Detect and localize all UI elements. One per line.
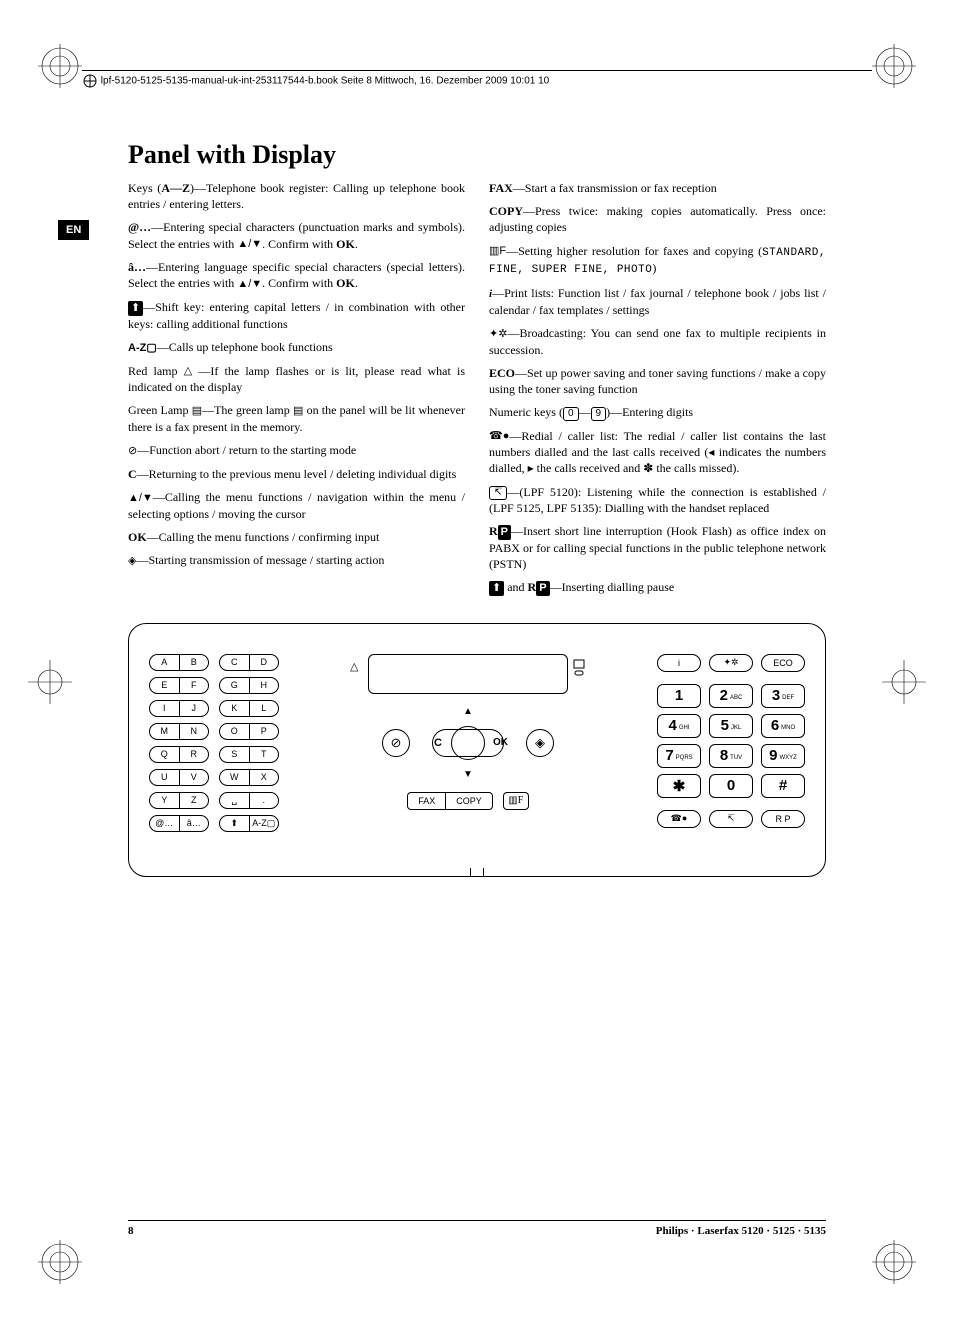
crosshair-mark-icon bbox=[882, 660, 926, 704]
desc-red-lamp: Red lamp △ —If the lamp flashes or is li… bbox=[128, 363, 465, 396]
letter-key: KL bbox=[219, 700, 279, 717]
header-meta: lpf-5120-5125-5135-manual-uk-int-2531175… bbox=[82, 70, 872, 89]
page-title: Panel with Display bbox=[128, 140, 826, 170]
letter-key: WX bbox=[219, 769, 279, 786]
fax-lamp-icon bbox=[572, 658, 586, 683]
header-text: lpf-5120-5125-5135-manual-uk-int-2531175… bbox=[101, 76, 549, 87]
numpad-key: # bbox=[761, 774, 805, 798]
language-tab: EN bbox=[58, 220, 89, 240]
right-column: FAX—Start a fax transmission or fax rece… bbox=[489, 180, 826, 603]
desc-resolution: ▥F—Setting higher resolution for faxes a… bbox=[489, 243, 826, 279]
desc-green-lamp: Green Lamp ▤—The green lamp ▤ on the pan… bbox=[128, 402, 465, 435]
left-column: Keys (A—Z)—Telephone book register: Call… bbox=[128, 180, 465, 603]
nav-up-icon: ▲ bbox=[463, 706, 473, 717]
letter-key: AB bbox=[149, 654, 209, 671]
page-footer: 8 Philips · Laserfax 5120 · 5125 · 5135 bbox=[128, 1220, 826, 1237]
page-number: 8 bbox=[128, 1225, 134, 1237]
numpad-key: 5JKL bbox=[709, 714, 753, 738]
lcd-display bbox=[368, 654, 568, 694]
registration-mark-icon bbox=[38, 1240, 82, 1284]
center-panel: △ ⊘ ▲ C OK ▼ ◈ FAX bbox=[297, 654, 639, 832]
nav-c-label: C bbox=[434, 737, 442, 749]
desc-broadcast: ✦✲—Broadcasting: You can send one fax to… bbox=[489, 325, 826, 358]
numpad-key: 8TUV bbox=[709, 744, 753, 768]
nav-down-icon: ▼ bbox=[463, 769, 473, 780]
letter-key: ST bbox=[219, 746, 279, 763]
start-button: ◈ bbox=[526, 729, 554, 757]
numpad-key: 3DEF bbox=[761, 684, 805, 708]
numpad-key: ✱ bbox=[657, 774, 701, 798]
function-pill: i bbox=[657, 654, 701, 672]
footer-brand: Philips · Laserfax 5120 · 5125 · 5135 bbox=[656, 1225, 826, 1237]
control-panel-diagram: AB CD EF GH IJ KL MN OP QR ST UV WX YZ ␣. @…â… ⬆A-Z▢ △ … bbox=[128, 623, 826, 877]
fax-label: FAX bbox=[408, 793, 446, 809]
numpad-key: 1 bbox=[657, 684, 701, 708]
desc-c-key: C—Returning to the previous menu level /… bbox=[128, 466, 465, 482]
desc-pause: ⬆ and RP—Inserting dialling pause bbox=[489, 579, 826, 596]
numpad-key: 0 bbox=[709, 774, 753, 798]
desc-copy: COPY—Press twice: making copies automati… bbox=[489, 203, 826, 235]
registration-mark-icon bbox=[872, 1240, 916, 1284]
letter-key: QR bbox=[149, 746, 209, 763]
nav-ok-label: OK bbox=[493, 737, 508, 748]
letter-key: EF bbox=[149, 677, 209, 694]
copy-label: COPY bbox=[446, 793, 492, 809]
letter-key: UV bbox=[149, 769, 209, 786]
letter-key: OP bbox=[219, 723, 279, 740]
nav-cluster: ▲ C OK ▼ bbox=[428, 708, 508, 778]
resolution-button: ▥F bbox=[503, 792, 529, 810]
numpad-key: 2ABC bbox=[709, 684, 753, 708]
function-pill: ✦✲ bbox=[709, 654, 753, 672]
numeric-keypad: i ✦✲ ECO 1 2ABC 3DEF 4GHI 5JKL 6MNO 7PQRS 8TUV 9WX… bbox=[657, 654, 805, 832]
function-pill: ☎● bbox=[657, 810, 701, 828]
numpad-key: 6MNO bbox=[761, 714, 805, 738]
desc-start: ◈—Starting transmission of message / sta… bbox=[128, 552, 465, 569]
letter-key: ⬆A-Z▢ bbox=[219, 815, 279, 832]
desc-phonebook: A-Z▢—Calls up telephone book functions bbox=[128, 339, 465, 356]
letter-key-grid: AB CD EF GH IJ KL MN OP QR ST UV WX YZ ␣. @…â… ⬆A-Z▢ bbox=[149, 654, 279, 832]
desc-info: i—Print lists: Function list / fax journ… bbox=[489, 285, 826, 318]
desc-keys-az: Keys (A—Z)—Telephone book register: Call… bbox=[128, 180, 465, 212]
numpad-key: 4GHI bbox=[657, 714, 701, 738]
crosshair-mark-icon bbox=[28, 660, 72, 704]
desc-a-circumflex: â…—Entering language specific special ch… bbox=[128, 259, 465, 292]
desc-shift: ⬆—Shift key: entering capital letters / … bbox=[128, 299, 465, 332]
desc-numeric: Numeric keys (0—9)—Entering digits bbox=[489, 404, 826, 420]
letter-key: YZ bbox=[149, 792, 209, 809]
registration-mark-icon bbox=[872, 44, 916, 88]
fax-copy-button: FAX COPY bbox=[407, 792, 493, 810]
function-pill: ECO bbox=[761, 654, 805, 672]
numpad-key: 7PQRS bbox=[657, 744, 701, 768]
registration-mark-icon bbox=[38, 44, 82, 88]
desc-eco: ECO—Set up power saving and toner saving… bbox=[489, 365, 826, 397]
desc-fax: FAX—Start a fax transmission or fax rece… bbox=[489, 180, 826, 196]
desc-rp: RP—Insert short line interruption (Hook … bbox=[489, 523, 826, 572]
desc-abort: ⊘—Function abort / return to the startin… bbox=[128, 442, 465, 459]
warning-lamp-icon: △ bbox=[350, 660, 358, 673]
desc-arrows: ▲/▼—Calling the menu functions / navigat… bbox=[128, 489, 465, 522]
function-pill: ↸ bbox=[709, 810, 753, 828]
stop-button: ⊘ bbox=[382, 729, 410, 757]
letter-key: GH bbox=[219, 677, 279, 694]
desc-at-symbol: @…—Entering special characters (punctuat… bbox=[128, 219, 465, 252]
letter-key: CD bbox=[219, 654, 279, 671]
letter-key: @…â… bbox=[149, 815, 209, 832]
desc-speaker: ↸—(LPF 5120): Listening while the connec… bbox=[489, 484, 826, 516]
letter-key: MN bbox=[149, 723, 209, 740]
numpad-key: 9WXYZ bbox=[761, 744, 805, 768]
desc-ok: OK—Calling the menu functions / confirmi… bbox=[128, 529, 465, 545]
letter-key: IJ bbox=[149, 700, 209, 717]
letter-key: ␣. bbox=[219, 792, 279, 809]
function-pill: R P bbox=[761, 810, 805, 828]
desc-redial: ☎●—Redial / caller list: The redial / ca… bbox=[489, 428, 826, 477]
